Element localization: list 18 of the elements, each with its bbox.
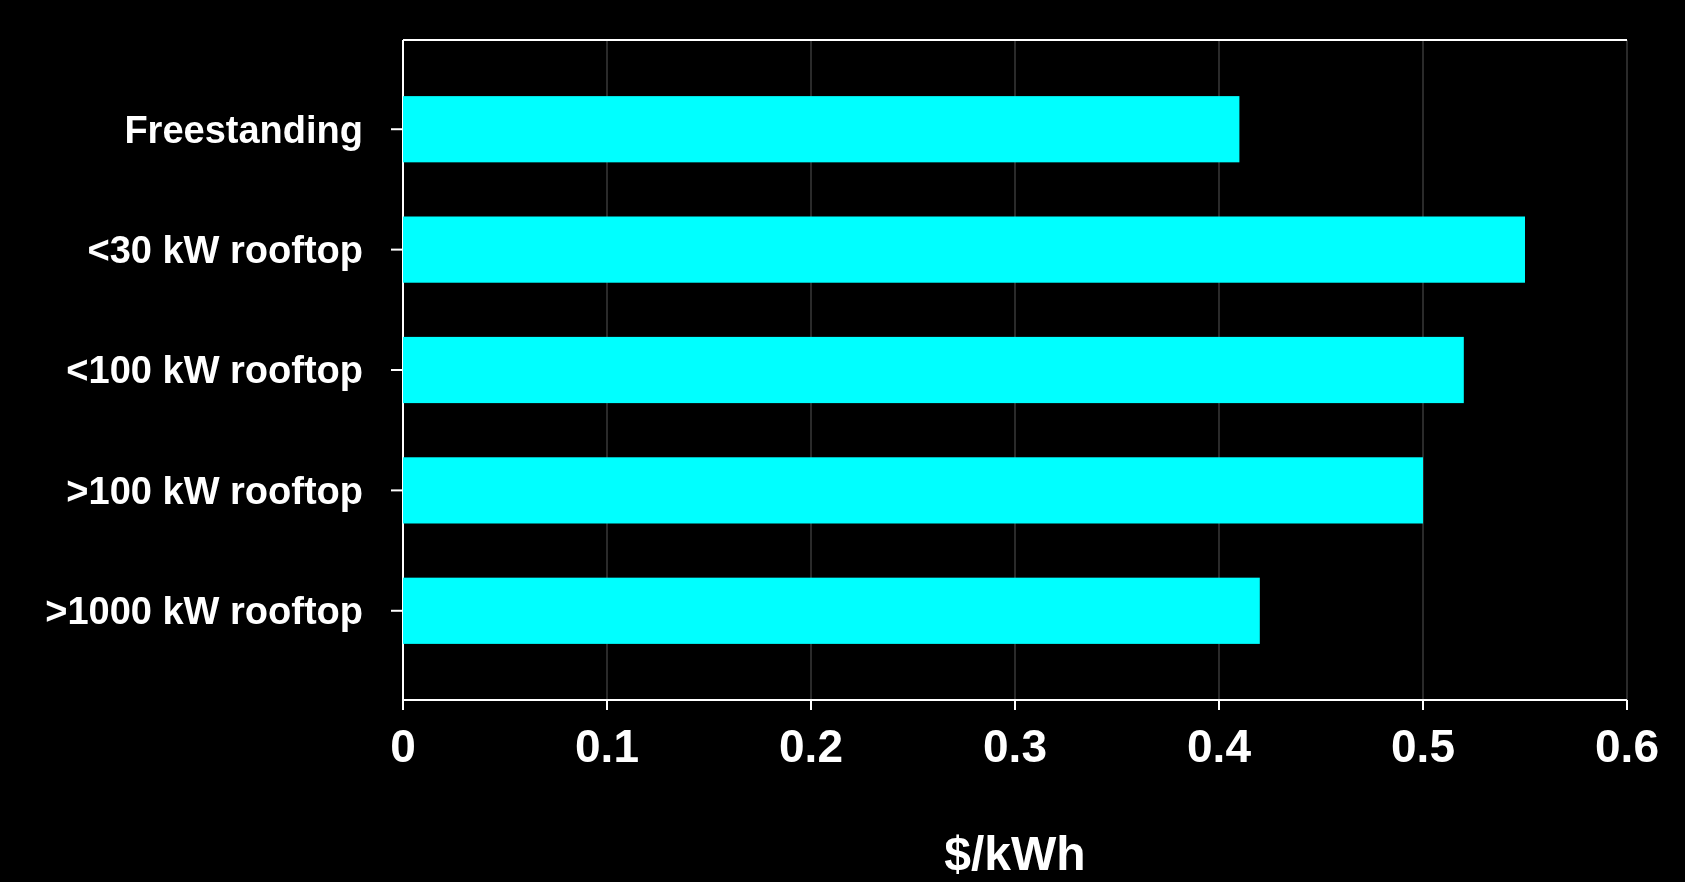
x-tick-label: 0.2 — [779, 720, 843, 772]
bar — [403, 216, 1525, 283]
y-tick-label: <100 kW rooftop — [66, 349, 363, 392]
bar — [403, 457, 1423, 524]
x-tick-label: 0.6 — [1595, 720, 1659, 772]
x-axis-title: $/kWh — [944, 827, 1086, 880]
y-tick-label: >100 kW rooftop — [66, 469, 363, 512]
y-tick-label: >1000 kW rooftop — [45, 590, 363, 633]
bar — [403, 577, 1260, 644]
bar — [403, 336, 1464, 404]
x-tick-label: 0.4 — [1187, 720, 1252, 772]
bar — [403, 96, 1240, 163]
x-tick-label: 0 — [390, 720, 416, 772]
y-tick-label: <30 kW rooftop — [87, 228, 363, 271]
y-tick-label: Freestanding — [124, 108, 363, 151]
x-tick-label: 0.1 — [575, 720, 639, 772]
x-tick-label: 0.5 — [1391, 720, 1455, 772]
x-tick-label: 0.3 — [983, 720, 1047, 772]
